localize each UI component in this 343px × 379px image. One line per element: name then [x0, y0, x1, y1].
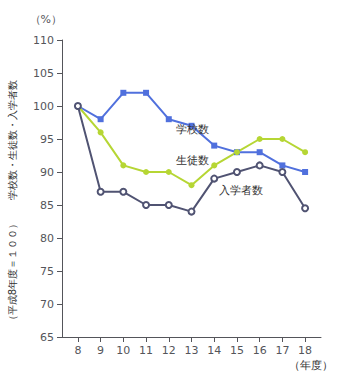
- svg-text:105: 105: [33, 67, 54, 80]
- svg-text:入学者数: 入学者数: [219, 184, 263, 197]
- svg-text:75: 75: [40, 265, 54, 278]
- svg-text:15: 15: [230, 344, 244, 357]
- svg-text:17: 17: [275, 344, 289, 357]
- svg-text:学校数: 学校数: [176, 123, 209, 136]
- svg-text:（年度）: （年度）: [289, 359, 333, 372]
- svg-text:14: 14: [207, 344, 221, 357]
- svg-text:8: 8: [74, 344, 81, 357]
- svg-text:（平成8年度＝１００）: （平成8年度＝１００）: [7, 219, 18, 325]
- svg-text:18: 18: [298, 344, 312, 357]
- svg-text:110: 110: [33, 34, 54, 47]
- svg-text:学校数・生徒数・入学者数: 学校数・生徒数・入学者数: [7, 80, 18, 200]
- svg-text:（%）: （%）: [30, 13, 62, 26]
- svg-text:65: 65: [40, 331, 54, 344]
- svg-text:90: 90: [40, 166, 54, 179]
- svg-text:13: 13: [185, 344, 199, 357]
- svg-text:80: 80: [40, 232, 54, 245]
- svg-text:10: 10: [116, 344, 130, 357]
- svg-text:9: 9: [97, 344, 104, 357]
- svg-text:生徒数: 生徒数: [176, 154, 209, 167]
- svg-text:12: 12: [162, 344, 176, 357]
- svg-text:11: 11: [139, 344, 153, 357]
- svg-text:100: 100: [33, 100, 54, 113]
- svg-text:95: 95: [40, 133, 54, 146]
- svg-text:70: 70: [40, 298, 54, 311]
- svg-text:85: 85: [40, 199, 54, 212]
- svg-text:16: 16: [253, 344, 267, 357]
